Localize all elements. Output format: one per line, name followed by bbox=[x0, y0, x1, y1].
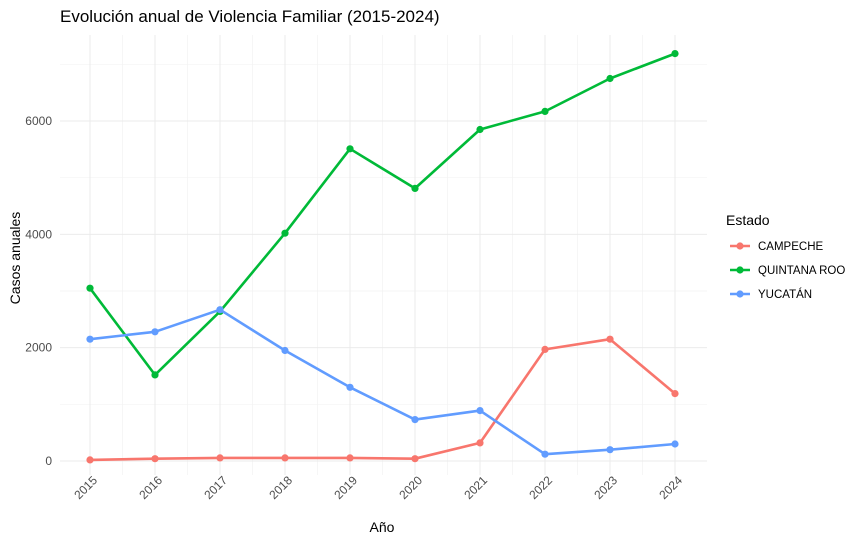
data-point-yucatán bbox=[216, 306, 224, 314]
data-point-yucatán bbox=[86, 335, 94, 343]
x-tick-label: 2016 bbox=[136, 473, 165, 502]
data-point-campeche bbox=[151, 455, 159, 463]
x-axis: 2015 2016 2017 2018 2019 2020 2021 2022 2023 2024 bbox=[71, 473, 685, 502]
data-point-yucatán bbox=[281, 346, 289, 355]
x-tick-label: 2019 bbox=[331, 473, 360, 502]
data-point-yucatán bbox=[411, 416, 419, 424]
data-point-campeche bbox=[86, 456, 94, 464]
data-point-quintana-roo bbox=[86, 284, 94, 292]
data-point-quintana-roo bbox=[671, 50, 679, 58]
x-tick-label: 2024 bbox=[656, 473, 685, 502]
legend-label-yucatán: YUCATÁN bbox=[758, 288, 812, 301]
y-axis: 0 2000 4000 6000 bbox=[25, 114, 52, 468]
legend-key-point-yucatán bbox=[736, 290, 744, 298]
data-point-campeche bbox=[606, 335, 614, 343]
data-point-yucatán bbox=[346, 383, 354, 391]
data-point-quintana-roo bbox=[606, 74, 614, 83]
data-point-yucatán bbox=[606, 446, 614, 454]
x-tick-label: 2020 bbox=[396, 473, 425, 502]
data-point-campeche bbox=[281, 454, 289, 462]
legend-label-quintana-roo: QUINTANA ROO bbox=[758, 265, 845, 277]
x-tick-label: 2017 bbox=[201, 473, 230, 502]
series-line-quintana-roo bbox=[88, 52, 677, 377]
chart-title: Evolución anual de Violencia Familiar (2… bbox=[60, 7, 440, 26]
x-tick-label: 2021 bbox=[461, 473, 490, 502]
y-tick-label: 4000 bbox=[25, 227, 52, 241]
data-point-campeche bbox=[411, 455, 419, 463]
x-axis-title: Año bbox=[370, 519, 395, 535]
data-point-campeche bbox=[541, 345, 549, 353]
x-tick-label: 2015 bbox=[71, 473, 100, 502]
x-tick-label: 2022 bbox=[526, 473, 555, 502]
legend: Estado CAMPECHE QUINTANA ROO YUCATÁN bbox=[726, 212, 845, 301]
legend-key-point-quintana-roo bbox=[736, 266, 744, 274]
data-point-quintana-roo bbox=[346, 145, 354, 153]
data-point-yucatán bbox=[541, 450, 549, 458]
data-point-campeche bbox=[216, 454, 224, 462]
data-point-quintana-roo bbox=[411, 184, 419, 192]
y-tick-label: 0 bbox=[45, 454, 52, 468]
legend-title: Estado bbox=[726, 212, 770, 228]
series-line-yucatán bbox=[88, 308, 677, 456]
x-tick-label: 2023 bbox=[591, 473, 620, 502]
y-tick-label: 2000 bbox=[25, 341, 52, 355]
data-point-quintana-roo bbox=[541, 107, 549, 115]
data-point-campeche bbox=[671, 390, 679, 398]
series-line-campeche bbox=[88, 337, 677, 462]
y-tick-label: 6000 bbox=[25, 114, 52, 128]
data-point-quintana-roo bbox=[151, 371, 159, 379]
plot-area bbox=[60, 35, 707, 475]
data-point-yucatán bbox=[151, 328, 159, 336]
y-axis-title: Casos anuales bbox=[7, 212, 23, 305]
legend-key-point-campeche bbox=[736, 242, 744, 250]
data-point-campeche bbox=[476, 439, 484, 447]
data-point-quintana-roo bbox=[281, 229, 289, 237]
legend-label-campeche: CAMPECHE bbox=[758, 241, 824, 253]
data-point-campeche bbox=[346, 454, 354, 462]
data-point-yucatán bbox=[671, 440, 679, 448]
data-point-yucatán bbox=[476, 407, 484, 415]
x-tick-label: 2018 bbox=[266, 473, 295, 502]
data-point-quintana-roo bbox=[476, 125, 484, 134]
